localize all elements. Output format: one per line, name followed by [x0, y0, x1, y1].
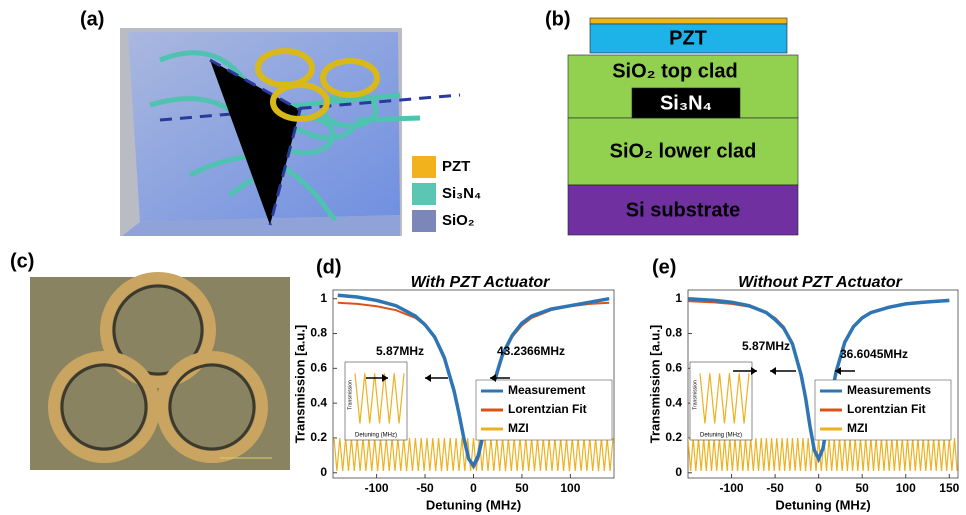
x-axis-label: Detuning (MHz) [775, 497, 870, 512]
panel-label: (e) [652, 256, 676, 278]
arrow-head [770, 367, 776, 375]
legend-text: SiO₂ [442, 212, 475, 229]
x-tick-label: 0 [470, 481, 477, 495]
chart-title: Without PZT Actuator [738, 274, 902, 291]
panel-label: (b) [545, 8, 571, 30]
micrograph [30, 277, 290, 470]
x-tick-label: 150 [939, 481, 959, 495]
chart-title: With PZT Actuator [411, 274, 551, 291]
inset-y-label: Transmission [347, 380, 353, 410]
y-tick-label: 0.8 [310, 326, 327, 340]
x-tick-label: -100 [720, 481, 744, 495]
annotation: 43.2366MHz [497, 344, 565, 358]
x-tick-label: 100 [896, 481, 916, 495]
panel-label: (c) [10, 250, 34, 272]
y-axis-label: Transmission [a.u.] [647, 325, 662, 443]
inset-frame [345, 362, 407, 440]
y-tick-label: 1 [675, 291, 682, 305]
y-tick-label: 1 [320, 291, 327, 305]
y-tick-label: 0 [675, 465, 682, 479]
y-axis-label: Transmission [a.u.] [292, 325, 307, 443]
x-tick-label: -50 [416, 481, 434, 495]
arrow-head [751, 367, 757, 375]
inset-frame [690, 362, 752, 440]
x-tick-label: -50 [766, 481, 784, 495]
arrow-head [425, 374, 431, 382]
inset-y-label: Transmission [692, 380, 698, 410]
y-tick-label: 0.6 [665, 361, 682, 375]
legend-text: MZI [508, 421, 529, 435]
legend-text: Measurement [508, 383, 585, 397]
legend-text: Lorentzian Fit [847, 402, 926, 416]
y-tick-label: 0.2 [665, 430, 682, 444]
annotation: 5.87MHz [742, 339, 790, 353]
legend-text: Si₃N₄ [442, 185, 481, 202]
y-tick-label: 0.4 [665, 395, 682, 409]
x-tick-label: 100 [560, 481, 580, 495]
y-tick-label: 0.2 [310, 430, 327, 444]
y-tick-label: 0.6 [310, 361, 327, 375]
x-tick-label: 0 [815, 481, 822, 495]
x-tick-label: 50 [515, 481, 529, 495]
y-tick-label: 0 [320, 465, 327, 479]
annotation: 36.6045MHz [840, 347, 908, 361]
layer-text: Si₃N₄ [660, 92, 712, 114]
legend-text: Measurements [847, 383, 931, 397]
annotation: 5.87MHz [376, 344, 424, 358]
inset-x-label: Detuning (MHz) [700, 433, 742, 439]
material-legend: PZT Si₃N₄ SiO₂ [408, 152, 500, 236]
x-tick-label: 50 [856, 481, 870, 495]
x-tick-label: -100 [365, 481, 389, 495]
legend-text: Lorentzian Fit [508, 402, 587, 416]
inset-x-label: Detuning (MHz) [355, 433, 397, 439]
layer-text: SiO₂ top clad [612, 60, 738, 82]
x-axis-label: Detuning (MHz) [426, 497, 521, 512]
legend-text: PZT [442, 158, 470, 175]
panel-label: (d) [316, 256, 342, 278]
layer-text: PZT [669, 27, 707, 49]
figure: (a) PZT Si₃N₄ SiO₂ (b) PZT SiO₂ top clad [0, 0, 966, 515]
y-tick-label: 0.8 [665, 326, 682, 340]
layer-text: Si substrate [626, 199, 740, 221]
layer-text: SiO₂ lower clad [610, 140, 757, 162]
legend-text: MZI [847, 421, 868, 435]
panel-label: (a) [80, 8, 104, 30]
y-tick-label: 0.4 [310, 395, 327, 409]
